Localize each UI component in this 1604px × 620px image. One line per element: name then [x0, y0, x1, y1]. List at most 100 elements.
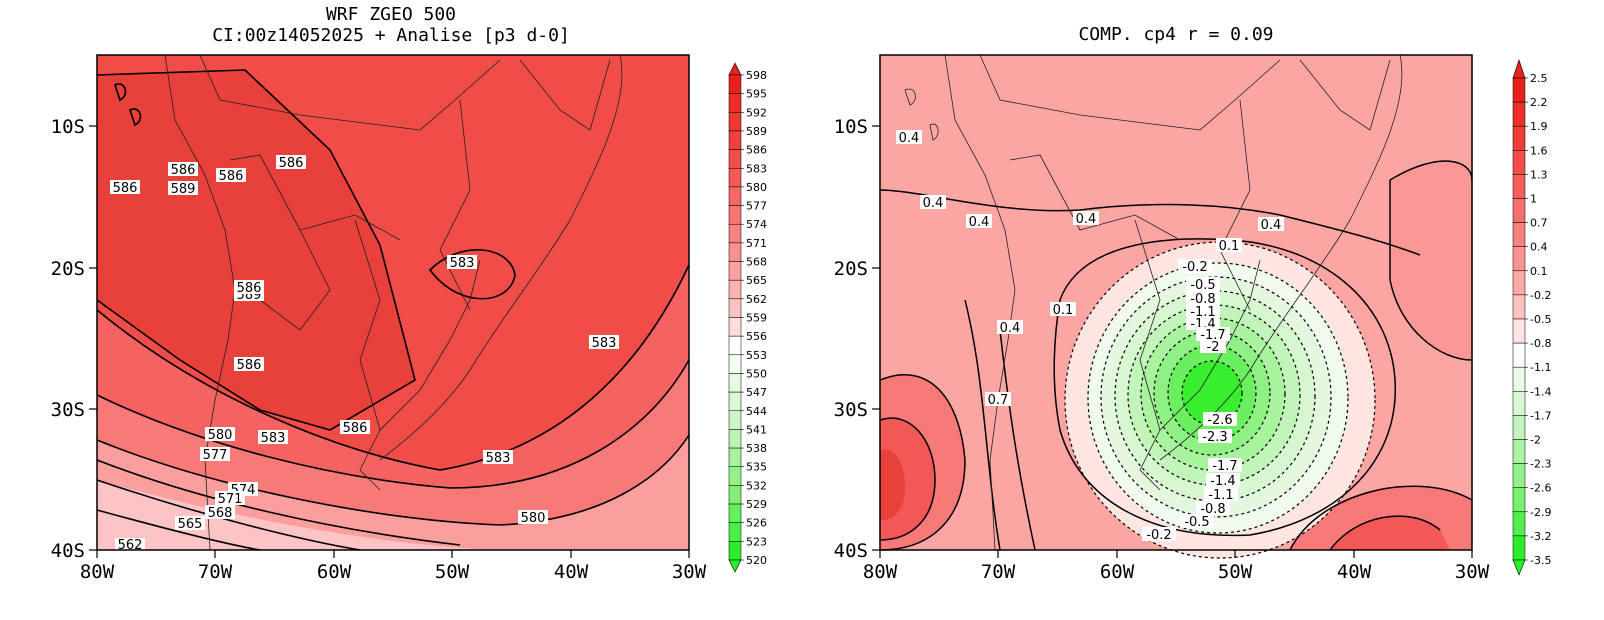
x-tick-label: 70W	[981, 561, 1016, 583]
left-core-586	[97, 70, 415, 430]
contour-label: 586	[276, 155, 306, 171]
contour-label: -0.2	[1142, 527, 1176, 543]
svg-text:-1.4: -1.4	[1210, 474, 1235, 489]
left-contour-labels: 586 586 586 589 586 583 589 586 586 583 …	[110, 155, 619, 553]
colorbar-label: -2	[1530, 434, 1541, 447]
colorbar-label: 0.4	[1530, 241, 1548, 254]
svg-text:589: 589	[171, 182, 196, 197]
colorbar-label: -2.6	[1530, 482, 1551, 495]
left-contours	[96, 69, 690, 551]
svg-text:0.4: 0.4	[1076, 212, 1097, 227]
colorbar-swatch	[1512, 391, 1526, 416]
colorbar-label: -0.8	[1530, 337, 1551, 350]
colorbar-swatch	[1512, 125, 1526, 151]
svg-text:580: 580	[208, 428, 233, 443]
svg-text:583: 583	[486, 451, 511, 466]
left-band-565	[97, 480, 500, 550]
contour-label: -1.4	[1206, 473, 1240, 489]
colorbar-label: 589	[746, 125, 767, 138]
contour-label: 589	[168, 181, 198, 197]
colorbar-label: 1	[1530, 193, 1537, 206]
colorbar-label: 544	[746, 405, 767, 418]
svg-text:586: 586	[113, 181, 138, 196]
colorbar-label: -3.2	[1530, 530, 1551, 543]
colorbar-swatch	[1512, 294, 1526, 320]
colorbar-label: -0.5	[1530, 313, 1551, 326]
colorbar-swatch	[728, 223, 742, 244]
colorbar-swatch	[1512, 270, 1526, 296]
svg-text:-0.5: -0.5	[1184, 515, 1209, 530]
svg-text:568: 568	[208, 506, 233, 521]
svg-text:577: 577	[203, 448, 228, 463]
contour-label: -0.8	[1196, 501, 1230, 517]
y-tick-label: 20S	[51, 258, 85, 280]
contour-label: -0.5	[1186, 277, 1220, 293]
colorbar-label: 586	[746, 144, 767, 157]
colorbar-swatch	[728, 466, 742, 486]
contour-label: 577	[200, 447, 230, 463]
colorbar-swatch	[728, 335, 742, 356]
right-colorbar: 2.5 2.2 1.9 1.6 1.3 1 0.7 0.4 0.1 -0.2 -0.5 -0.8 -1.…	[1512, 59, 1551, 576]
colorbar-label: 0.7	[1530, 217, 1548, 230]
x-tick-label: 60W	[317, 561, 352, 583]
colorbar-swatch	[728, 447, 742, 467]
x-tick-label: 30W	[1455, 561, 1490, 583]
colorbar-swatch	[728, 168, 742, 188]
svg-text:0.7: 0.7	[988, 393, 1009, 408]
colorbar-swatch	[728, 298, 742, 318]
y-tick-label: 40S	[834, 540, 868, 562]
colorbar-label: 559	[746, 312, 767, 325]
colorbar-swatch	[728, 429, 742, 449]
colorbar-swatch	[1512, 342, 1526, 368]
svg-text:-2: -2	[1207, 340, 1220, 355]
contour-label: 580	[518, 510, 548, 526]
y-tick-label: 40S	[51, 540, 85, 562]
colorbar-swatch	[728, 205, 742, 225]
x-tick-label: 50W	[435, 561, 470, 583]
x-tick-label: 30W	[672, 561, 707, 583]
left-colorbar: 598 595 592 589 586 583 580 577 574 571 568 565 562 5…	[728, 62, 767, 573]
right-solid-contours	[879, 160, 1473, 551]
colorbar-swatch	[728, 149, 742, 169]
right-panel: COMP. cp4 r = 0.09	[834, 24, 1552, 583]
contour-label: 571	[215, 491, 245, 507]
contour-label: 0.1	[1050, 302, 1076, 318]
colorbar-swatch	[728, 261, 742, 281]
left-axes: 80W 70W 60W 50W 40W 30W 10S 20S 30S 40S	[51, 116, 707, 583]
colorbar-swatch	[1512, 415, 1526, 440]
colorbar-label: 529	[746, 498, 767, 511]
contour-label: 583	[447, 255, 477, 271]
contour-label: 0.1	[1216, 238, 1242, 254]
svg-text:-2.3: -2.3	[1202, 430, 1227, 445]
contour-label: 0.7	[985, 392, 1011, 408]
svg-text:-0.8: -0.8	[1190, 292, 1215, 307]
y-tick-label: 30S	[51, 399, 85, 421]
x-tick-label: 50W	[1218, 561, 1253, 583]
contour-label: 583	[483, 450, 513, 466]
colorbar-top-arrow	[1512, 59, 1526, 79]
contour-label: 568	[205, 505, 235, 521]
svg-text:571: 571	[218, 492, 243, 507]
svg-text:-1.1: -1.1	[1208, 488, 1233, 503]
colorbar-bottom-arrow	[728, 559, 742, 573]
contour-label: -1.1	[1204, 487, 1238, 503]
contour-label: 586	[168, 162, 198, 178]
svg-text:-2.6: -2.6	[1207, 413, 1232, 428]
contour-label: 0.4	[896, 130, 922, 146]
colorbar-swatch	[728, 354, 742, 374]
colorbar-swatch	[1512, 535, 1526, 561]
contour-label: 0.4	[966, 214, 992, 230]
svg-text:0.4: 0.4	[1261, 218, 1282, 233]
contour-label: 580	[205, 427, 235, 443]
colorbar-label: 562	[746, 293, 767, 306]
right-map: 0.4 0.4 0.4 0.4 0.4 0.1 -0.2 -0.5 -0.8 -…	[879, 54, 1473, 559]
svg-text:565: 565	[178, 517, 203, 532]
colorbar-bottom-arrow	[1512, 559, 1526, 576]
colorbar-label: -3.5	[1530, 554, 1551, 567]
colorbar-label: -2.3	[1530, 458, 1551, 471]
contour-label: 0.4	[1073, 211, 1099, 227]
svg-text:0.4: 0.4	[899, 131, 920, 146]
svg-text:0.1: 0.1	[1219, 239, 1240, 254]
colorbar-label: 1.9	[1530, 120, 1548, 133]
colorbar-swatch	[728, 74, 742, 94]
